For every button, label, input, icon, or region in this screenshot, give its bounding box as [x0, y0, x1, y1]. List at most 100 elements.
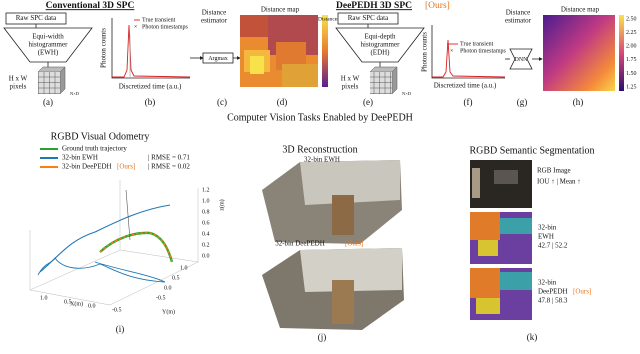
ours-tag: [Ours]	[425, 1, 450, 11]
ours-tag: [Ours]	[117, 163, 135, 171]
y-tick: 1.0	[180, 265, 188, 271]
rgb-image	[470, 160, 532, 208]
segmentation-map	[470, 268, 532, 320]
panel-title: 3D Reconstruction	[282, 144, 357, 155]
panel-label: (b)	[145, 97, 156, 107]
legend-label: 32-bin EWH	[62, 154, 98, 162]
segmentation-map	[470, 212, 532, 264]
panel-label: (c)	[217, 97, 227, 107]
transient	[432, 39, 506, 78]
depth-map	[543, 15, 615, 91]
leader	[125, 189, 131, 241]
axis-label: Discretized time (a.u.)	[434, 82, 497, 90]
estimator-label: estimator	[505, 17, 532, 25]
point-cloud	[262, 160, 402, 244]
section-title: Conventional 3D SPC	[46, 1, 135, 11]
box-label: Raw SPC data	[348, 14, 389, 22]
section-title: DeePEDH 3D SPC	[336, 1, 412, 11]
x-tick: 1.0	[40, 295, 48, 301]
axis-label: Photon counts	[421, 32, 429, 72]
panel-label: (j)	[318, 332, 327, 342]
colorbar-tick: 1.25	[626, 84, 637, 90]
ours-tag: [Ours]	[345, 240, 363, 248]
metric: IOU ↑ | Mean ↑	[537, 178, 581, 186]
trajectory	[37, 257, 166, 283]
z-tick: 0.4	[202, 231, 210, 237]
z-tick: 0.0	[202, 253, 210, 259]
plot-axes	[111, 18, 190, 79]
legend-mark: ×	[134, 24, 137, 30]
transient	[112, 24, 191, 78]
cube-front	[370, 72, 392, 94]
axis-label: X(m)	[70, 300, 83, 307]
image-label: 32-bin	[538, 224, 557, 232]
score: 42.7 | 52.2	[538, 242, 568, 250]
heading: Computer Vision Tasks Enabled by DeePEDH	[227, 112, 413, 123]
colorbar-tick: 1.50	[626, 71, 637, 77]
y-tick: -0.5	[156, 295, 166, 301]
colorbar	[322, 15, 328, 87]
funnel-label: Equi-width	[32, 33, 64, 41]
z-tick: 0.8	[202, 209, 210, 215]
z-tick: 0.6	[202, 220, 210, 226]
z-tick: 1.2	[202, 187, 210, 193]
x-tick: 0.0	[88, 303, 96, 309]
depth-map	[240, 15, 318, 87]
axis-label: Discretized time (a.u.)	[119, 83, 182, 91]
ours-tag: [Ours]	[573, 288, 591, 296]
funnel-label: Equi-depth	[364, 33, 396, 41]
cube-label: pixels	[10, 83, 27, 91]
cube-side	[391, 66, 398, 95]
cube-side	[59, 66, 66, 95]
legend-label: Ground truth trajectory	[62, 145, 127, 153]
panel-label: (i)	[116, 324, 125, 334]
panel-label: (g)	[517, 97, 528, 107]
y-tick: 0.0	[164, 285, 172, 291]
panel-title: RGBD Semantic Segmentation	[470, 145, 595, 156]
estimator-label: Distance	[202, 9, 227, 17]
image-label: EWH	[538, 233, 554, 241]
funnel-label: (EDH)	[370, 49, 390, 57]
box-label: DNN	[515, 57, 529, 63]
point-cloud	[262, 248, 404, 330]
panel-label: (a)	[43, 97, 53, 107]
colorbar	[619, 15, 624, 91]
panel-label: (d)	[277, 97, 288, 107]
colorbar-tick: 1.75	[626, 57, 637, 63]
legend-mark: ×	[450, 48, 453, 54]
box-label: Argmax	[208, 56, 228, 62]
colorbar-label: Distance(m)	[318, 15, 345, 22]
panel-title: RGBD Visual Odometry	[51, 131, 150, 142]
map-title: Distance map	[561, 6, 600, 14]
rmse: | RMSE = 0.02	[148, 163, 190, 171]
image-label: 32-bin DeePEDH	[275, 240, 325, 248]
axis-label: Photon counts	[100, 28, 108, 68]
cube-label: H x W	[9, 75, 28, 83]
z-tick: 1.0	[202, 198, 210, 204]
funnel-label: (EWH)	[38, 49, 59, 57]
legend-label: True transient	[142, 17, 176, 23]
x-tick: -0.5	[112, 307, 122, 313]
funnel	[335, 27, 425, 63]
estimator-label: Distance	[506, 9, 531, 17]
y-tick: 0.5	[172, 275, 180, 281]
image-label: DeePEDH	[538, 288, 568, 296]
x-tick: 0.5	[64, 299, 72, 305]
legend-label: Photon timestamps	[460, 48, 507, 54]
colorbar-tick: 2.25	[626, 30, 637, 36]
image-label: 32-bin	[538, 279, 557, 287]
rmse: | RMSE = 0.71	[148, 154, 190, 162]
legend-label: True transient	[460, 41, 494, 47]
trajectory	[99, 231, 174, 263]
funnel-label: histogrammer	[29, 41, 69, 49]
image-label: RGB Image	[537, 167, 571, 175]
funnel	[3, 27, 93, 63]
cube-label: N×D	[70, 91, 80, 96]
score: 47.8 | 58.3	[538, 297, 568, 305]
panel-label: (h)	[573, 97, 584, 107]
trajectory	[99, 232, 173, 263]
map-title: Distance map	[261, 6, 300, 14]
